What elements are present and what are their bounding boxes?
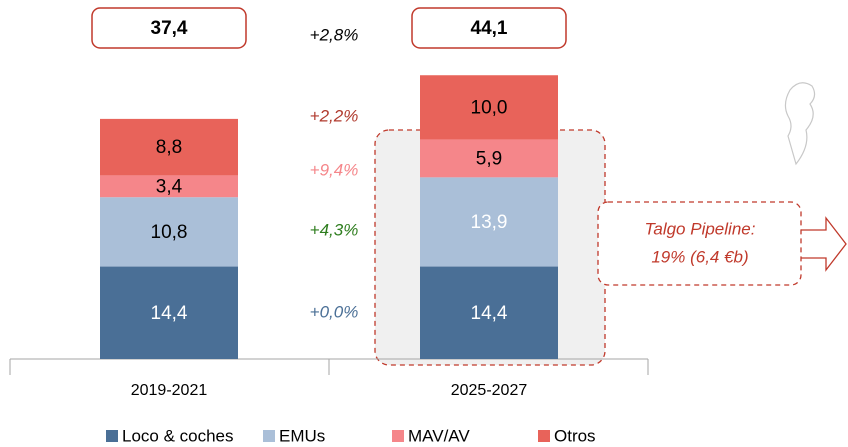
- bar-segment: [100, 118, 238, 176]
- growth-label: +0,0%: [310, 302, 359, 321]
- bar-segment: [420, 177, 558, 267]
- growth-label: +2,2%: [310, 106, 359, 125]
- total-label: 37,4: [151, 18, 188, 39]
- pipeline-box: [597, 201, 802, 286]
- value-label: 10,8: [151, 222, 188, 243]
- growth-label: +2,8%: [310, 25, 359, 44]
- value-label: 5,9: [476, 148, 502, 169]
- value-label: 13,9: [471, 212, 508, 233]
- map-sketch: [784, 82, 816, 166]
- value-label: 14,4: [151, 303, 188, 324]
- legend-swatch: [263, 430, 275, 442]
- pipeline-note: 19% (6,4 €b): [651, 247, 748, 266]
- bar-segment: [420, 266, 558, 359]
- legend-swatch: [392, 430, 404, 442]
- category-label: 2019-2021: [131, 382, 208, 399]
- bar-segment: [420, 139, 558, 178]
- bar-segment: [420, 75, 558, 140]
- legend-swatch: [538, 430, 550, 442]
- value-label: 8,8: [156, 137, 182, 158]
- total-box: [411, 7, 567, 49]
- growth-label: +4,3%: [310, 220, 359, 239]
- total-box: [91, 7, 247, 49]
- pipeline-note: Talgo Pipeline:: [645, 219, 756, 238]
- legend-label: EMUs: [279, 426, 325, 445]
- bar-segment: [100, 266, 238, 359]
- arrow: [801, 216, 847, 272]
- growth-label: +9,4%: [310, 160, 359, 179]
- bar-segment: [100, 175, 238, 198]
- legend-swatch: [106, 430, 118, 442]
- value-label: 10,0: [471, 97, 508, 118]
- value-label: 14,4: [471, 303, 508, 324]
- total-label: 44,1: [471, 18, 508, 39]
- legend-label: Otros: [554, 426, 596, 445]
- bar-segment: [100, 197, 238, 267]
- category-label: 2025-2027: [451, 382, 528, 399]
- legend-label: Loco & coches: [122, 426, 234, 445]
- value-label: 3,4: [156, 176, 183, 197]
- legend-label: MAV/AV: [408, 426, 470, 445]
